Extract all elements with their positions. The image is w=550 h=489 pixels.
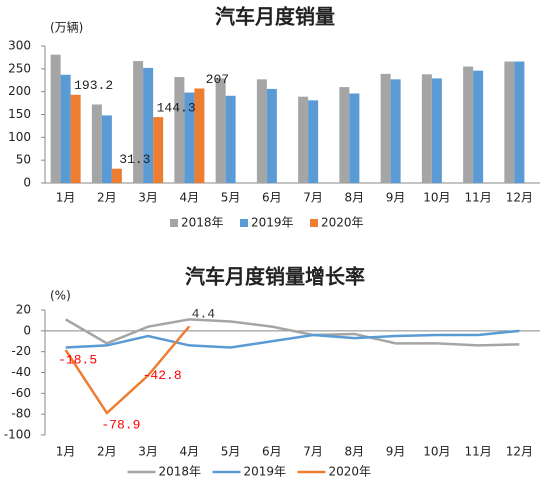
legend-swatch [310, 219, 318, 227]
bar [390, 79, 401, 183]
bar [133, 61, 144, 183]
x-tick-label: 6月 [262, 445, 282, 459]
bar [463, 66, 474, 183]
x-tick-label: 10月 [423, 191, 450, 205]
bar [308, 100, 319, 183]
x-tick-label: 1月 [56, 445, 76, 459]
y-tick-label: 150 [8, 107, 31, 121]
bar [111, 168, 122, 183]
x-tick-label: 3月 [138, 445, 158, 459]
y-tick-label: 0 [23, 323, 31, 337]
bar [298, 96, 309, 183]
x-tick-label: 5月 [221, 191, 241, 205]
x-tick-label: 3月 [138, 191, 158, 205]
x-tick-label: 4月 [180, 445, 200, 459]
bar [431, 78, 442, 183]
x-tick-label: 2月 [97, 191, 117, 205]
bar [194, 88, 205, 183]
x-tick-label: 7月 [303, 445, 323, 459]
x-tick-label: 12月 [506, 445, 533, 459]
bar [60, 74, 71, 183]
legend-label: 2018年 [181, 216, 224, 230]
x-tick-label: 12月 [506, 191, 533, 205]
data-label: -42.8 [143, 368, 182, 383]
line [64, 318, 520, 347]
bar [215, 78, 226, 183]
bar [473, 70, 484, 183]
y-tick-label: 20 [16, 303, 31, 317]
y-tick-label: -40 [11, 365, 31, 379]
data-label: 31.3 [119, 152, 150, 167]
legend-label: 2020年 [329, 465, 372, 479]
y-tick-label: -60 [11, 386, 31, 400]
bar [349, 93, 360, 183]
bar [421, 74, 432, 183]
x-tick-label: 8月 [345, 191, 365, 205]
chart-title: 汽车月度销量增长率 [185, 265, 365, 289]
bar [50, 54, 61, 183]
y-axis-label: (%) [50, 289, 71, 303]
y-tick-label: 50 [16, 153, 31, 167]
data-label: 4.4 [192, 307, 216, 322]
x-tick-label: 2月 [97, 445, 117, 459]
bar [266, 88, 277, 183]
legend-label: 2018年 [159, 465, 202, 479]
y-tick-label: 300 [8, 39, 31, 53]
x-tick-label: 5月 [221, 445, 241, 459]
x-tick-label: 6月 [262, 191, 282, 205]
x-tick-label: 4月 [180, 191, 200, 205]
x-tick-label: 10月 [423, 445, 450, 459]
line [64, 325, 191, 415]
data-label: -18.5 [58, 353, 97, 368]
y-tick-label: -80 [11, 407, 31, 421]
bar [143, 67, 154, 183]
bar [339, 87, 350, 183]
bar [514, 61, 525, 183]
data-label: 144.3 [157, 101, 196, 116]
legend-swatch [170, 219, 178, 227]
x-tick-label: 11月 [464, 191, 491, 205]
legend-swatch [240, 219, 248, 227]
y-tick-label: 0 [23, 176, 31, 190]
bar [101, 115, 112, 183]
legend-label: 2019年 [244, 465, 287, 479]
x-tick-label: 8月 [345, 445, 365, 459]
data-label: 207 [206, 72, 229, 87]
bar [91, 104, 102, 183]
bar [380, 73, 391, 183]
y-axis-label: (万辆) [50, 21, 83, 35]
x-tick-label: 9月 [386, 191, 406, 205]
legend-label: 2020年 [321, 216, 364, 230]
y-tick-label: 200 [8, 84, 31, 98]
y-tick-label: -100 [4, 428, 31, 442]
line [65, 329, 520, 349]
bar [184, 92, 195, 183]
data-label: 193.2 [74, 78, 113, 93]
y-tick-label: 250 [8, 61, 31, 75]
legend-label: 2019年 [251, 216, 294, 230]
data-label: -78.9 [101, 417, 140, 432]
x-tick-label: 1月 [56, 191, 76, 205]
x-tick-label: 11月 [464, 445, 491, 459]
x-tick-label: 9月 [386, 445, 406, 459]
bar [225, 95, 236, 183]
chart-title: 汽车月度销量 [215, 5, 335, 29]
x-tick-label: 7月 [303, 191, 323, 205]
bar [70, 94, 81, 183]
bar [256, 79, 267, 183]
y-tick-label: 100 [8, 130, 31, 144]
bar [153, 117, 164, 183]
y-tick-label: -20 [11, 344, 31, 358]
bar [504, 61, 515, 183]
bar [174, 77, 185, 183]
